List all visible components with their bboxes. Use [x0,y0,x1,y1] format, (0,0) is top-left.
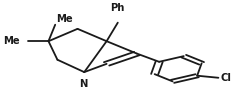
Text: Me: Me [3,36,19,46]
Text: N: N [79,79,87,89]
Text: Ph: Ph [111,3,125,13]
Text: Me: Me [56,13,72,24]
Text: Cl: Cl [221,73,232,83]
